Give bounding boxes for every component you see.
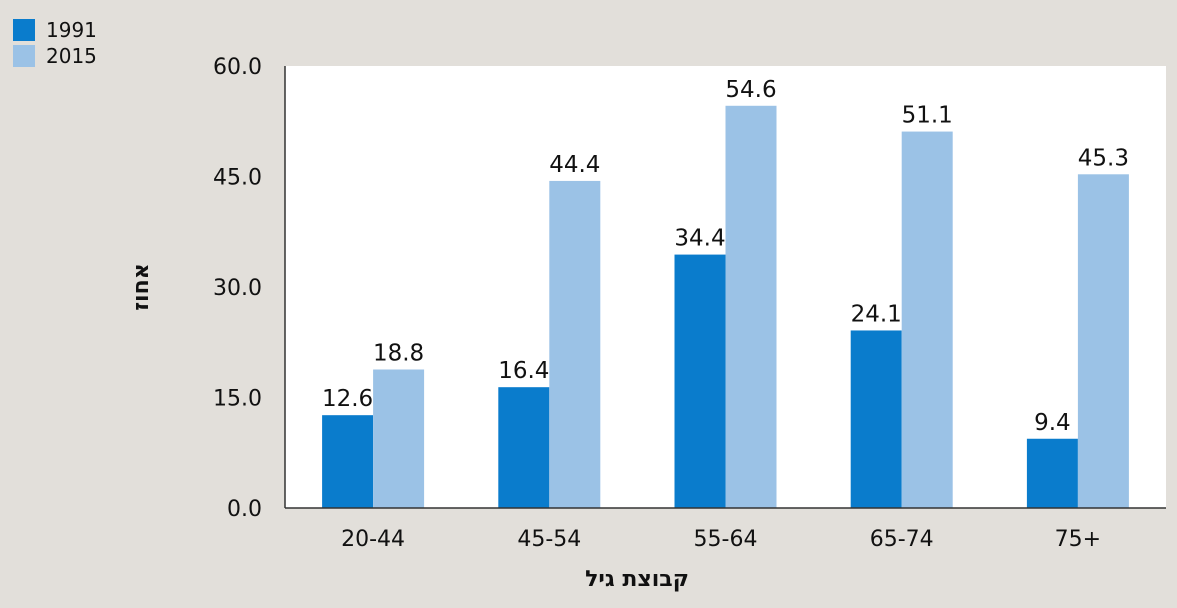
y-tick-label: 0.0 [227, 497, 262, 522]
x-axis-label: קבוצת גיל [585, 567, 689, 592]
legend-label: 1991 [46, 18, 97, 42]
data-label: 9.4 [1034, 410, 1071, 436]
bar-1991-65-74 [850, 330, 902, 508]
y-tick-label: 60.0 [213, 55, 262, 80]
x-tick-label: 55-64 [694, 527, 758, 552]
data-label: 12.6 [322, 386, 373, 412]
data-label: 45.3 [1078, 145, 1129, 171]
legend-swatch [13, 19, 35, 41]
y-axis-label: אחוז [129, 263, 154, 311]
data-label: 51.1 [902, 103, 953, 129]
data-label: 54.6 [725, 77, 776, 103]
data-label: 18.8 [373, 341, 424, 367]
x-tick-label: 20-44 [341, 527, 405, 552]
data-label: 16.4 [498, 358, 549, 384]
y-tick-labels: 0.0 15.0 30.0 45.0 60.0 [213, 55, 262, 522]
legend-label: 2015 [46, 44, 97, 68]
bar-2015-65-74 [901, 131, 953, 508]
bar-2015-75+ [1077, 174, 1129, 509]
y-tick-label: 15.0 [213, 387, 262, 412]
legend-swatch [13, 45, 35, 67]
x-tick-label: 65-74 [870, 527, 934, 552]
bar-2015-55-64 [725, 105, 777, 508]
bars [322, 105, 1129, 509]
bar-2015-20-44 [373, 369, 425, 508]
bar-labels: 12.618.8 16.4 44.4 34.4 54.6 24.1 51.1 9.4 45.3 [322, 77, 1129, 436]
y-tick-label: 45.0 [213, 166, 262, 191]
data-label: 44.4 [549, 152, 600, 178]
bar-1991-55-64 [674, 254, 726, 508]
bar-1991-20-44 [322, 415, 374, 508]
x-tick-label: 75+ [1055, 527, 1101, 552]
x-tick-labels: 20-44 45-54 55-64 65-74 75+ [341, 527, 1101, 552]
y-tick-label: 30.0 [213, 276, 262, 301]
bar-1991-45-54 [498, 387, 550, 508]
data-label: 34.4 [674, 226, 725, 252]
bar-1991-75+ [1026, 438, 1078, 508]
data-label: 24.1 [851, 301, 902, 327]
x-tick-label: 45-54 [517, 527, 581, 552]
bar-2015-45-54 [549, 180, 601, 509]
